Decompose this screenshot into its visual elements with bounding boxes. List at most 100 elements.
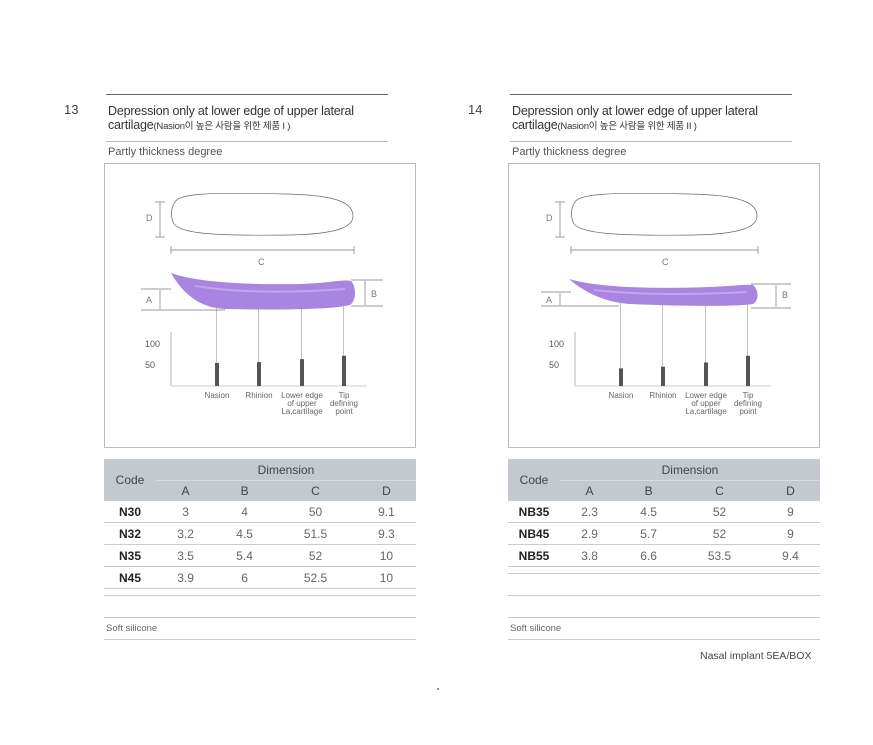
category-label: Rhinion	[649, 391, 676, 400]
category-label: La,cartilage	[281, 407, 323, 416]
footer-rule	[508, 595, 820, 596]
title-line-2-ko: 이 높은 사람을 위한 제품 II )	[588, 121, 697, 132]
table-row: N30 3 4 50 9.1	[104, 501, 416, 523]
label-a: A	[546, 295, 552, 305]
category-label: defining	[330, 399, 358, 408]
cell-c: 50	[274, 501, 357, 523]
category-label: Nasion	[205, 391, 230, 400]
label-d: D	[146, 213, 153, 223]
thickness-bar	[300, 359, 304, 386]
panel-13: 13 Depression only at lower edge of uppe…	[62, 88, 416, 648]
cell-a: 3.5	[156, 544, 216, 567]
section-title: Depression only at lower edge of upper l…	[108, 104, 408, 134]
code-cell: N45	[104, 566, 156, 589]
cell-a: 2.3	[560, 501, 620, 523]
label-b: B	[782, 290, 788, 300]
code-header: Code	[508, 459, 560, 501]
cell-c: 53.5	[678, 544, 761, 567]
cell-d: 9.1	[356, 501, 416, 523]
col-a-header: A	[560, 480, 620, 501]
implant-side-highlight	[194, 285, 346, 293]
category-label: Lower edge	[281, 391, 323, 400]
dimension-d-marker	[155, 201, 165, 238]
title-line-2-paren: (Nasion	[153, 121, 185, 132]
title-line-2-en: cartilage	[108, 118, 154, 132]
cell-c: 52	[678, 501, 761, 523]
subtitle: Partly thickness degree	[512, 146, 627, 158]
code-cell: NB45	[508, 522, 560, 545]
cell-b: 5.7	[619, 522, 679, 545]
dimension-b-marker	[751, 283, 791, 309]
cell-c: 52	[274, 544, 357, 567]
code-cell: NB55	[508, 544, 560, 567]
code-cell: N35	[104, 544, 156, 567]
dimension-a-marker	[541, 291, 619, 307]
col-d-header: D	[760, 480, 820, 501]
y-tick-label: 50	[549, 360, 559, 370]
footer-rule	[508, 617, 820, 618]
dimension-header: Dimension	[156, 459, 416, 481]
category-label: defining	[734, 399, 762, 408]
thickness-bar	[746, 355, 750, 386]
cell-b: 4	[215, 501, 275, 523]
category-label: of upper	[287, 399, 317, 408]
implant-diagram: D C A B 100 50 Nasion Rhinion Lower	[104, 163, 416, 448]
cell-b: 5.4	[215, 544, 275, 567]
cell-a: 2.9	[560, 522, 620, 545]
cell-b: 4.5	[619, 501, 679, 523]
code-header: Code	[104, 459, 156, 501]
cell-b: 6.6	[619, 544, 679, 567]
title-line-2-ko: 이 높은 사람을 위한 제품 I )	[184, 121, 291, 132]
table-row: N45 3.9 6 52.5 10	[104, 566, 416, 589]
category-label: Tip	[743, 391, 754, 400]
code-cell: NB35	[508, 501, 560, 523]
col-d-header: D	[356, 480, 416, 501]
table-row: NB35 2.3 4.5 52 9	[508, 501, 820, 523]
header-rule	[106, 94, 388, 95]
label-c: C	[662, 257, 669, 267]
cell-c: 52.5	[274, 566, 357, 589]
scan-speck	[437, 688, 439, 690]
category-label: point	[739, 407, 757, 416]
thickness-bar	[342, 355, 346, 386]
dimension-d-marker	[555, 201, 565, 238]
category-label: La,cartilage	[685, 407, 727, 416]
dimension-header: Dimension	[560, 459, 820, 481]
section-number: 14	[468, 102, 483, 117]
y-tick-label: 50	[145, 360, 155, 370]
label-d: D	[546, 213, 553, 223]
cell-c: 51.5	[274, 522, 357, 545]
panel-14: 14 Depression only at lower edge of uppe…	[466, 88, 820, 648]
cell-b: 6	[215, 566, 275, 589]
dimension-b-marker	[351, 279, 383, 307]
table-header-row: Code Dimension	[104, 459, 416, 501]
category-label: Lower edge	[685, 391, 727, 400]
package-note: Nasal implant 5EA/BOX	[700, 650, 812, 662]
dimension-table: Code Dimension A B C D NB35 2.3 4.5 52 9…	[508, 459, 820, 567]
col-c-header: C	[678, 480, 761, 501]
table-subheader-row: A B C D	[104, 480, 416, 501]
thickness-bar	[257, 362, 261, 386]
table-row: NB55 3.8 6.6 53.5 9.4	[508, 544, 820, 567]
cell-d: 10	[356, 544, 416, 567]
table-subheader-row: A B C D	[508, 480, 820, 501]
implant-side-highlight	[593, 289, 748, 295]
col-b-header: B	[619, 480, 679, 501]
subtitle-rule	[106, 141, 388, 142]
label-b: B	[371, 289, 377, 299]
table-row: N35 3.5 5.4 52 10	[104, 544, 416, 567]
cell-c: 52	[678, 522, 761, 545]
title-line-1: Depression only at lower edge of upper l…	[108, 104, 354, 118]
label-c: C	[258, 257, 265, 267]
category-label: Tip	[339, 391, 350, 400]
dimension-a-marker	[141, 288, 225, 311]
header-rule	[510, 94, 792, 95]
col-a-header: A	[156, 480, 216, 501]
material-label: Soft silicone	[106, 623, 158, 634]
section-number: 13	[64, 102, 79, 117]
y-tick-label: 100	[549, 339, 564, 349]
thickness-bar	[704, 362, 708, 386]
